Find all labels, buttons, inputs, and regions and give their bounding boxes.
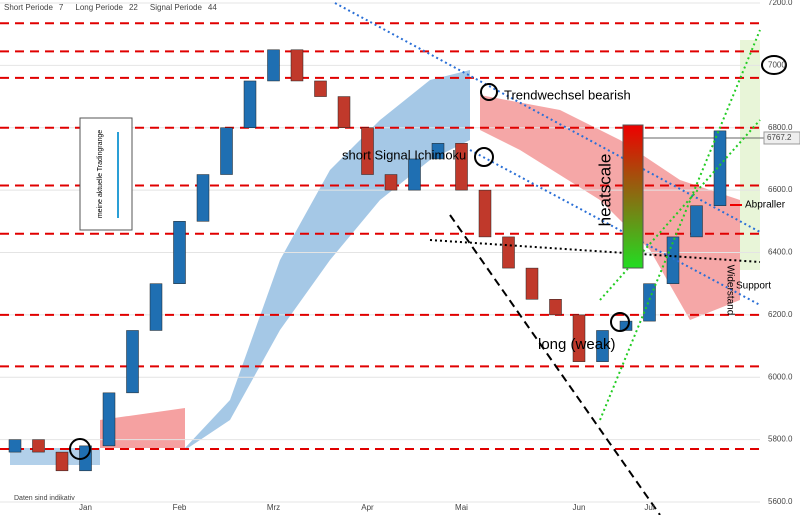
y-tick-label: 7000 [768,60,786,69]
price-tag-label: 6767.2 [767,133,792,142]
header-label: Short Periode [4,3,53,12]
candle-body [502,236,515,269]
note: Daten sind indikativ [14,495,75,502]
candle-body [196,174,210,222]
header-value: 22 [129,3,138,12]
candle-body [173,221,186,284]
x-tick-label: Feb [173,503,187,512]
candle-body [126,330,139,394]
heatscale-bar [622,124,644,269]
candle-body [361,127,374,175]
candle-body [337,96,351,128]
x-tick-label: Jun [573,503,586,512]
candle-body [314,80,327,97]
annotation: long (weak) [538,336,616,353]
support-line [429,239,761,263]
y-tick-label: 6200.0 [768,310,793,319]
annotation: short Signal Ichimoku [342,147,466,162]
candle-body [8,439,22,453]
candle-body [572,314,586,362]
y-tick-label: 6600.0 [768,185,793,194]
candle-body [102,392,116,447]
x-tick-label: Apr [361,503,374,512]
cloud-bearish [100,408,185,448]
header-label: Long Periode [75,3,123,12]
y-tick-label: 6400.0 [768,248,793,257]
y-tick-label: 6000.0 [768,372,793,381]
y-tick-label: 6800.0 [768,123,793,132]
marker-circle [480,83,498,101]
channel-line [599,29,761,421]
range-box [79,117,133,231]
candle-body [690,205,703,238]
candle-body [455,143,468,191]
candle-body [32,439,45,453]
header-label: Signal Periode [150,3,203,12]
y-tick-label: 7200.0 [768,0,793,7]
candle-body [384,174,398,191]
candle-body [408,158,421,191]
x-tick-label: Jul [644,503,654,512]
y-tick-label: 5800.0 [768,435,793,444]
x-tick-label: Mai [455,503,468,512]
price-tag [763,131,800,145]
candle-body [55,451,69,472]
candle-body [290,49,304,82]
annotation: Abpraller [745,200,786,211]
candle-body [619,320,633,331]
candle-body [713,130,727,206]
x-tick-label: Mrz [267,503,280,512]
marker-circle [69,438,91,460]
x-tick-label: Jan [79,503,92,512]
candle-body [267,49,280,82]
candle-body [478,189,492,238]
marker-circle [474,147,494,167]
projection-area [740,40,760,270]
candle-body [596,330,609,362]
candle-body [549,299,562,316]
header-value: 44 [208,3,217,12]
channel-line [599,119,761,301]
marker-circle [761,55,787,75]
candle-body [525,267,539,300]
annotation: Support [736,281,771,292]
annotation: Trendwechsel bearish [504,87,631,102]
y-tick-label: 5600.0 [768,497,793,506]
cloud-bullish [185,70,470,450]
marker-circle [610,312,630,332]
candle-body [243,80,257,128]
annotation: heatscale [595,154,614,227]
header-value: 7 [59,3,64,12]
candle-body [220,127,233,175]
candle-body [431,143,445,160]
candle-body [149,283,163,331]
trend-line [334,2,761,233]
annotation: Widerstand [724,265,735,316]
candle-body [643,283,656,322]
annotation: meine aktuelle Tradingrange [97,130,104,218]
trend-line [449,214,661,515]
